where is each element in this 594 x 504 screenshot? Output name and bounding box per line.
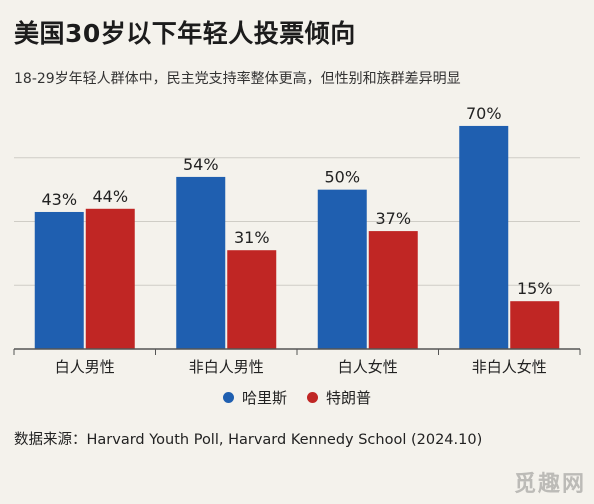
data-label: 54% [183,155,219,174]
x-tick-label: 白人女性 [338,358,398,376]
bar-chart: 43% 44% 白人男性 54% 31% 非白人男性 50% 37% 白人女性 70% 15% 非白人… [13,104,581,376]
bar-trump [227,250,277,349]
bar-harris [317,189,367,349]
watermark-logo: 觅趣网 [513,472,586,497]
bar-trump [510,301,560,349]
x-tick-label: 非白人女性 [472,358,547,376]
legend-label-harris: 哈里斯 [241,389,287,407]
legend-item-harris: 哈里斯 [222,387,287,408]
legend: 哈里斯 特朗普 [0,387,594,408]
bar-trump [85,208,135,349]
source-note: 数据来源：Harvard Youth Poll, Harvard Kennedy… [14,432,483,448]
x-tick-label: 非白人男性 [189,358,264,376]
x-tick-label: 白人男性 [55,358,115,376]
bar-harris [176,176,226,349]
bar-harris [459,125,509,349]
data-label: 43% [41,190,77,209]
data-label: 70% [466,104,502,123]
legend-label-trump: 特朗普 [326,389,372,407]
bar-trump [368,231,418,349]
data-label: 44% [92,187,128,206]
bar-harris [34,211,84,349]
chart-title: 美国30岁以下年轻人投票倾向 [14,19,356,48]
legend-swatch-harris [222,392,234,403]
data-label: 37% [375,209,411,228]
legend-item-trump: 特朗普 [307,387,371,408]
data-label: 50% [324,168,360,187]
data-label: 15% [517,279,553,298]
legend-swatch-trump [307,392,318,403]
data-label: 31% [234,228,270,247]
chart-subtitle: 18-29岁年轻人群体中，民主党支持率整体更高，但性别和族群差异明显 [14,71,461,87]
